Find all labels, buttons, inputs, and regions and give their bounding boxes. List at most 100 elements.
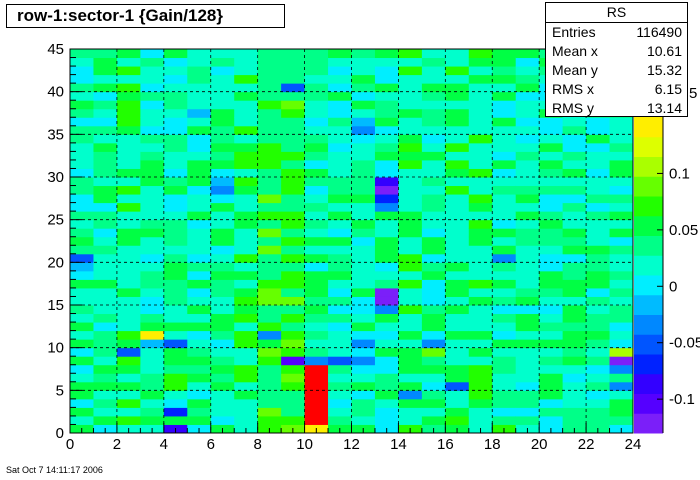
heatmap-cell bbox=[609, 151, 634, 161]
heatmap-cell bbox=[445, 91, 470, 101]
heatmap-cell bbox=[70, 313, 94, 323]
heatmap-cell bbox=[163, 168, 188, 178]
heatmap-cell bbox=[492, 100, 517, 110]
heatmap-cell bbox=[328, 159, 352, 169]
heatmap-cell bbox=[93, 134, 118, 144]
heatmap-cell bbox=[163, 407, 188, 417]
heatmap-cell bbox=[445, 108, 470, 118]
heatmap-cell bbox=[586, 364, 611, 374]
heatmap-cell bbox=[328, 194, 352, 204]
heatmap-cell bbox=[421, 279, 446, 289]
heatmap-cell bbox=[281, 236, 306, 246]
heatmap-cell bbox=[140, 279, 165, 289]
heatmap-cells bbox=[70, 49, 634, 434]
heatmap-cell bbox=[187, 330, 212, 340]
heatmap-cell bbox=[304, 287, 329, 297]
heatmap-cell bbox=[515, 100, 540, 110]
heatmap-cell bbox=[492, 108, 517, 118]
x-axis: 0 2 4 6 8 10 12 14 16 18 20 22 24 bbox=[66, 423, 641, 453]
heatmap-cell bbox=[468, 253, 493, 263]
heatmap-cell bbox=[304, 202, 329, 212]
heatmap-cell bbox=[609, 228, 634, 238]
heatmap-cell bbox=[93, 373, 118, 383]
heatmap-cell bbox=[468, 108, 493, 118]
heatmap-cell bbox=[210, 270, 235, 280]
heatmap-cell bbox=[234, 194, 259, 204]
heatmap-cell bbox=[140, 322, 165, 332]
heatmap-cell bbox=[163, 322, 188, 332]
heatmap-cell bbox=[421, 168, 446, 178]
heatmap-cell bbox=[539, 185, 564, 195]
heatmap-cell bbox=[328, 398, 352, 408]
heatmap-cell bbox=[210, 202, 235, 212]
heatmap-cell bbox=[398, 245, 423, 255]
heatmap-cell bbox=[93, 356, 118, 366]
heatmap-cell bbox=[609, 398, 634, 408]
heatmap-cell bbox=[328, 74, 352, 84]
heatmap-cell bbox=[515, 49, 540, 59]
heatmap-cell bbox=[257, 228, 282, 238]
heatmap-cell bbox=[70, 177, 94, 187]
heatmap-cell bbox=[163, 134, 188, 144]
heatmap-cell bbox=[163, 262, 188, 272]
heatmap-cell bbox=[492, 151, 517, 161]
heatmap-cell bbox=[351, 245, 376, 255]
heatmap-cell bbox=[140, 381, 165, 391]
heatmap-cell bbox=[234, 381, 259, 391]
heatmap-cell bbox=[398, 390, 423, 400]
heatmap-cell bbox=[351, 91, 376, 101]
heatmap-cell bbox=[163, 339, 188, 349]
heatmap-cell bbox=[351, 415, 376, 425]
heatmap-cell bbox=[562, 356, 587, 366]
heatmap-cell bbox=[234, 100, 259, 110]
heatmap-cell bbox=[93, 228, 118, 238]
heatmap-cell bbox=[328, 356, 352, 366]
heatmap-cell bbox=[140, 134, 165, 144]
heatmap-cell bbox=[116, 407, 141, 417]
heatmap-cell bbox=[187, 236, 212, 246]
heatmap-cell bbox=[515, 262, 540, 272]
heatmap-cell bbox=[468, 236, 493, 246]
heatmap-cell bbox=[304, 194, 329, 204]
heatmap-cell bbox=[468, 279, 493, 289]
heatmap-cell bbox=[140, 159, 165, 169]
heatmap-cell bbox=[304, 313, 329, 323]
chart-title: row-1:sector-1 {Gain/128} bbox=[6, 4, 285, 28]
heatmap-cell bbox=[257, 108, 282, 118]
heatmap-cell bbox=[328, 415, 352, 425]
heatmap-cell bbox=[304, 339, 329, 349]
heatmap-cell bbox=[281, 66, 306, 76]
heatmap-cell bbox=[140, 330, 165, 340]
heatmap-cell bbox=[70, 202, 94, 212]
heatmap-cell bbox=[374, 279, 399, 289]
heatmap-cell bbox=[468, 245, 493, 255]
heatmap-cell bbox=[468, 407, 493, 417]
heatmap-cell bbox=[351, 117, 376, 127]
heatmap-cell bbox=[70, 185, 94, 195]
heatmap-cell bbox=[609, 185, 634, 195]
heatmap-cell bbox=[281, 356, 306, 366]
heatmap-cell bbox=[328, 339, 352, 349]
heatmap-cell bbox=[70, 228, 94, 238]
heatmap-cell bbox=[116, 57, 141, 67]
heatmap-cell bbox=[304, 356, 329, 366]
heatmap-cell bbox=[515, 356, 540, 366]
x-tick-label: 12 bbox=[343, 436, 360, 453]
heatmap-cell bbox=[586, 228, 611, 238]
heatmap-cell bbox=[304, 159, 329, 169]
heatmap-cell bbox=[539, 287, 564, 297]
heatmap-cell bbox=[70, 381, 94, 391]
palette-swatch bbox=[634, 294, 663, 315]
heatmap-cell bbox=[539, 219, 564, 229]
heatmap-cell bbox=[374, 49, 399, 59]
heatmap-cell bbox=[515, 364, 540, 374]
heatmap-cell bbox=[187, 125, 212, 135]
heatmap-cell bbox=[609, 125, 634, 135]
heatmap-cell bbox=[116, 305, 141, 315]
heatmap-cell bbox=[374, 57, 399, 67]
heatmap-cell bbox=[281, 313, 306, 323]
heatmap-cell bbox=[234, 322, 259, 332]
heatmap-cell bbox=[421, 57, 446, 67]
heatmap-cell bbox=[351, 407, 376, 417]
heatmap-cell bbox=[492, 390, 517, 400]
